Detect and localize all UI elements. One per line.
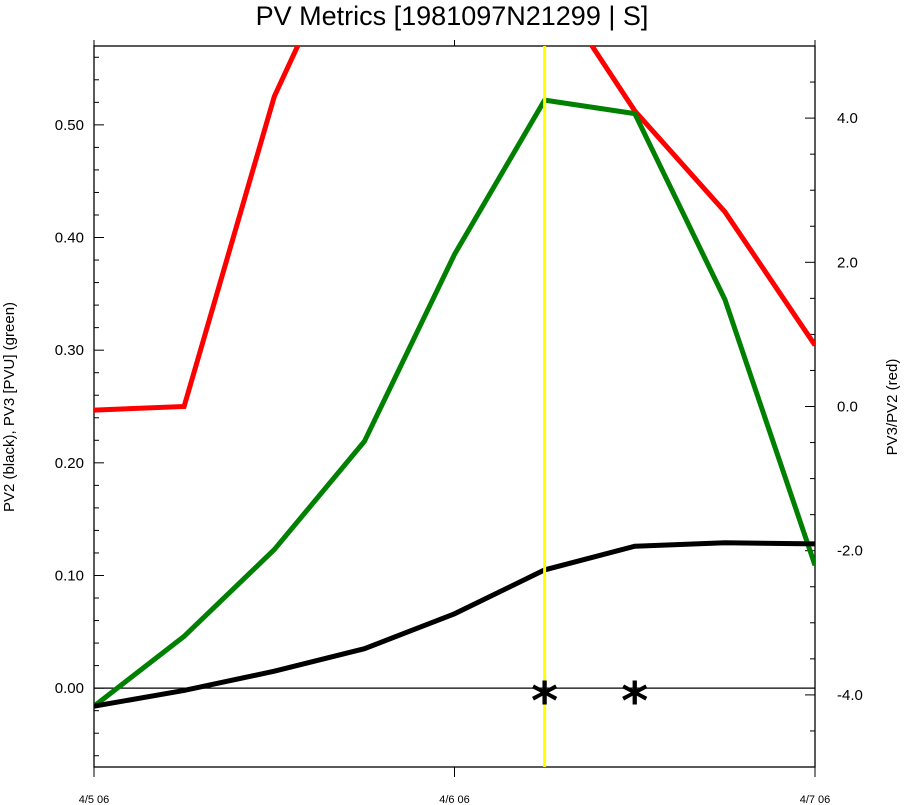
star-marker: * xyxy=(621,672,648,732)
left-tick-label: 0.30 xyxy=(55,342,84,359)
right-tick-label: -4.0 xyxy=(837,687,863,704)
plot-frame xyxy=(93,45,816,768)
right-tick-label: -2.0 xyxy=(837,543,863,560)
left-tick-label: 0.10 xyxy=(55,567,84,584)
right-axis-label: PV3/PV2 (red) xyxy=(884,359,901,456)
x-tick-label: 4/7 06 xyxy=(800,794,831,805)
chart-title: PV Metrics [1981097N21299 | S] xyxy=(256,1,649,31)
left-tick-label: 0.40 xyxy=(55,230,84,247)
x-tick-label: 4/5 06 xyxy=(79,794,110,805)
left-tick-label: 0.00 xyxy=(55,680,84,697)
pv3-line xyxy=(94,97,815,709)
left-axis-label: PV2 (black), PV3 [PVU] (green) xyxy=(1,302,18,512)
right-tick-label: 2.0 xyxy=(837,254,858,271)
left-tick-label: 0.50 xyxy=(55,117,84,134)
plot-area: 0.00 0.10 0.20 0.30 0.40 0.50 -4.0 -2.0 0.0 2.0 4.… xyxy=(55,40,863,805)
right-tick-label: 4.0 xyxy=(837,110,858,127)
pv2-line xyxy=(94,540,815,709)
data-group xyxy=(94,46,815,767)
star-marker: * xyxy=(531,672,558,732)
pv3-pv2-ratio-line xyxy=(94,46,815,413)
left-tick-label: 0.20 xyxy=(55,455,84,472)
x-tick-label: 4/6 06 xyxy=(439,794,470,805)
right-tick-label: 0.0 xyxy=(837,399,858,416)
